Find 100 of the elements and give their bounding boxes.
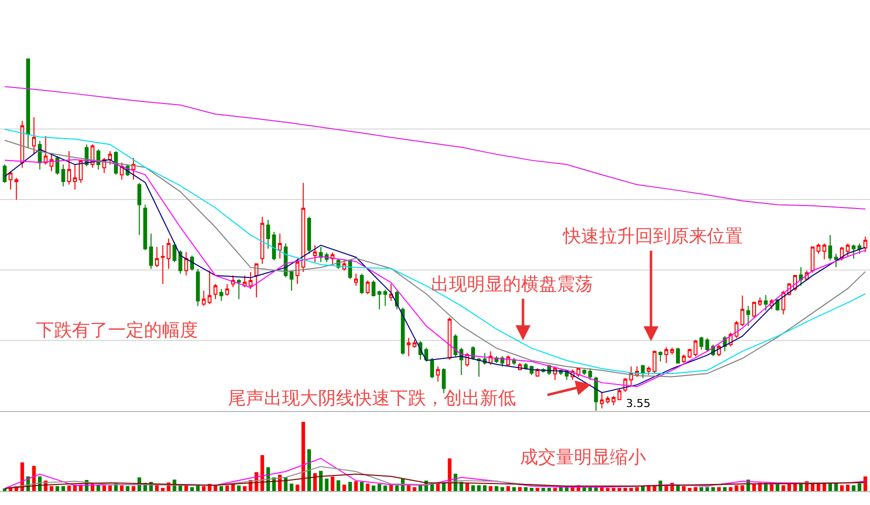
candlestick	[606, 396, 610, 404]
candlestick	[360, 273, 364, 295]
bar	[488, 486, 492, 492]
bar	[242, 486, 247, 492]
bar	[834, 482, 838, 492]
candlestick	[208, 270, 212, 305]
candlestick	[846, 242, 850, 257]
bar	[524, 487, 528, 492]
bar	[482, 485, 487, 492]
bar	[652, 486, 656, 492]
candlestick	[272, 231, 276, 261]
bar	[366, 484, 370, 492]
candlestick	[8, 170, 12, 190]
candlestick	[196, 268, 200, 306]
candlestick	[640, 364, 645, 379]
candlestick	[412, 339, 416, 348]
candlestick	[454, 334, 458, 357]
candlestick	[132, 157, 136, 180]
bar	[858, 482, 862, 492]
bar	[782, 485, 786, 492]
candlestick	[96, 148, 100, 170]
candlestick	[389, 284, 394, 302]
candlestick	[764, 294, 768, 312]
bar	[202, 486, 206, 492]
candlestick	[214, 284, 218, 300]
candlestick	[612, 396, 616, 406]
bar	[372, 486, 376, 492]
candlestick	[14, 177, 18, 200]
candlestick	[219, 288, 224, 302]
annotation: 下跌有了一定的幅度	[36, 320, 198, 341]
bar	[664, 486, 668, 492]
candlestick	[73, 164, 77, 190]
candlestick	[448, 316, 452, 360]
bar	[682, 486, 686, 492]
candlestick	[694, 340, 698, 357]
candlestick	[471, 346, 475, 360]
candlestick	[834, 253, 838, 268]
candlestick	[318, 246, 323, 263]
candlestick	[740, 295, 744, 326]
candlestick	[154, 246, 159, 268]
candlestick	[295, 258, 300, 285]
bar	[219, 486, 224, 492]
bar	[50, 486, 54, 492]
candlestick	[600, 391, 604, 409]
candlestick	[758, 296, 762, 306]
candlestick	[664, 346, 668, 364]
candlestick	[798, 266, 803, 286]
candlestick	[278, 233, 282, 260]
candlestick	[734, 320, 738, 338]
candlestick	[254, 263, 258, 298]
candlestick	[646, 366, 651, 376]
candlestick	[822, 242, 826, 260]
candlestick	[67, 150, 72, 186]
candlestick	[143, 204, 148, 251]
candlestick	[172, 242, 176, 263]
bar	[290, 484, 294, 492]
bar	[395, 486, 399, 492]
bar	[196, 485, 200, 492]
candlestick	[32, 116, 36, 155]
candlestick	[372, 280, 376, 297]
bar	[536, 488, 540, 492]
candlestick	[752, 302, 756, 318]
bar	[635, 487, 639, 492]
bar	[354, 481, 358, 492]
bar	[360, 482, 364, 492]
bar	[132, 486, 136, 492]
candlestick	[307, 216, 312, 254]
candlestick	[476, 358, 481, 378]
bar	[231, 484, 235, 492]
bar	[810, 484, 814, 492]
bar	[336, 480, 340, 492]
bar	[313, 473, 317, 492]
bar	[296, 484, 300, 492]
bar	[342, 484, 346, 492]
candlestick	[50, 154, 54, 172]
candlestick	[617, 388, 622, 400]
bar	[418, 486, 422, 492]
bar	[102, 486, 106, 492]
bar	[722, 487, 727, 492]
bar	[108, 486, 112, 492]
candlestick	[594, 376, 598, 411]
candlestick	[137, 182, 142, 236]
bar	[840, 485, 844, 492]
bar	[518, 487, 522, 492]
bar	[120, 486, 124, 492]
candlestick	[225, 284, 230, 296]
candlestick	[442, 368, 446, 394]
bar	[700, 487, 704, 492]
bar	[846, 484, 850, 492]
candlestick	[816, 242, 820, 254]
candlestick	[354, 273, 358, 286]
bar	[225, 486, 229, 492]
bar	[734, 485, 738, 492]
bar	[740, 485, 744, 492]
candlestick	[406, 337, 411, 357]
bar	[330, 476, 334, 492]
candlestick	[705, 337, 710, 352]
annotation: 尾声出现大阴线快速下跌，创出新低	[228, 388, 516, 409]
candlestick	[266, 219, 270, 250]
bar	[676, 485, 680, 492]
